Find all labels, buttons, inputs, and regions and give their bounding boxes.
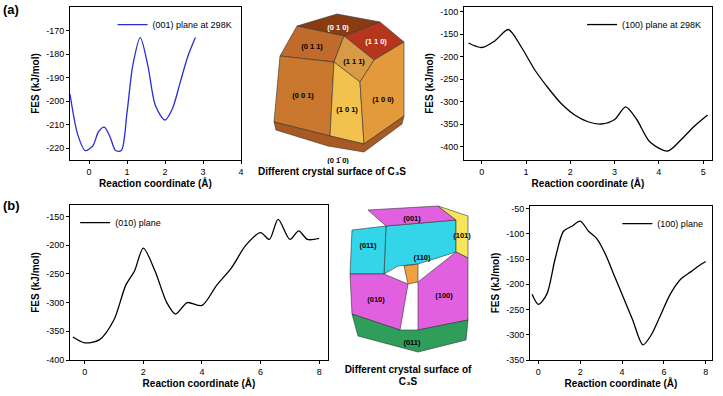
svg-text:(001) plane at 298K: (001) plane at 298K — [153, 20, 232, 30]
svg-text:Reaction coordinate (Å): Reaction coordinate (Å) — [143, 377, 256, 389]
svg-text:(010) plane: (010) plane — [115, 218, 161, 228]
svg-text:-220: -220 — [46, 143, 64, 153]
svg-text:-100: -100 — [440, 7, 458, 17]
svg-text:-300: -300 — [506, 330, 524, 340]
svg-text:(0 1 0): (0 1 0) — [327, 23, 349, 32]
svg-text:(1 0 1): (1 0 1) — [336, 105, 358, 114]
svg-text:(011): (011) — [359, 241, 377, 250]
svg-text:(100) plane: (100) plane — [657, 219, 703, 229]
svg-text:FES (kJ/mol): FES (kJ/mol) — [30, 252, 41, 313]
svg-text:6: 6 — [258, 367, 263, 377]
svg-text:-180: -180 — [46, 49, 64, 59]
svg-text:-200: -200 — [440, 52, 458, 62]
svg-text:-210: -210 — [46, 120, 64, 130]
svg-text:2: 2 — [568, 167, 573, 177]
svg-text:8: 8 — [317, 367, 322, 377]
svg-text:-170: -170 — [46, 26, 64, 36]
svg-text:4: 4 — [656, 167, 661, 177]
svg-text:-150: -150 — [506, 254, 524, 264]
svg-text:0: 0 — [86, 167, 91, 177]
svg-text:2: 2 — [141, 367, 146, 377]
svg-text:-350: -350 — [46, 326, 64, 336]
svg-text:(0 0 1): (0 0 1) — [292, 91, 314, 100]
svg-text:FES (kJ/mol): FES (kJ/mol) — [424, 53, 435, 114]
svg-text:5: 5 — [701, 167, 706, 177]
svg-text:0: 0 — [536, 367, 541, 377]
svg-text:3: 3 — [612, 167, 617, 177]
svg-text:-150: -150 — [46, 212, 64, 222]
svg-text:-250: -250 — [440, 74, 458, 84]
svg-text:FES (kJ/mol): FES (kJ/mol) — [490, 253, 501, 314]
svg-text:1: 1 — [124, 167, 129, 177]
svg-text:Reaction coordinate (Å): Reaction coordinate (Å) — [99, 177, 212, 189]
svg-text:4: 4 — [238, 167, 243, 177]
svg-text:-300: -300 — [440, 97, 458, 107]
svg-text:-190: -190 — [46, 73, 64, 83]
svg-text:-400: -400 — [46, 355, 64, 365]
svg-text:4: 4 — [620, 367, 625, 377]
svg-text:2: 2 — [578, 367, 583, 377]
svg-text:-200: -200 — [506, 279, 524, 289]
svg-text:(011): (011) — [403, 338, 421, 347]
svg-text:6: 6 — [661, 367, 666, 377]
svg-text:(0 1̄ 0): (0 1̄ 0) — [327, 156, 349, 164]
svg-text:2: 2 — [162, 167, 167, 177]
svg-text:8: 8 — [703, 367, 708, 377]
html-text:Different crystal surface of C: Different crystal surface of C₃S — [344, 364, 472, 387]
svg-text:-100: -100 — [506, 229, 524, 239]
svg-text:-150: -150 — [440, 29, 458, 39]
svg-text:(001): (001) — [403, 214, 421, 223]
svg-text:1: 1 — [523, 167, 528, 177]
svg-text:(1 1 0): (1 1 0) — [365, 37, 387, 46]
svg-text:-200: -200 — [46, 240, 64, 250]
svg-text:(101): (101) — [453, 231, 471, 240]
html-text:Different crystal surface of C: Different crystal surface of C₃S — [258, 166, 406, 177]
svg-text:-300: -300 — [46, 298, 64, 308]
svg-text:-400: -400 — [440, 142, 458, 152]
svg-text:(1 1 1): (1 1 1) — [343, 57, 365, 66]
svg-text:-50: -50 — [511, 204, 524, 214]
svg-text:0: 0 — [479, 167, 484, 177]
svg-text:-350: -350 — [506, 355, 524, 365]
svg-text:(100): (100) — [435, 291, 453, 300]
html-text:(a): (a) — [3, 2, 19, 17]
svg-text:(1 0 0): (1 0 0) — [372, 95, 394, 104]
svg-text:-200: -200 — [46, 96, 64, 106]
svg-text:4: 4 — [199, 367, 204, 377]
html-text:(b): (b) — [3, 198, 20, 213]
svg-text:0: 0 — [82, 367, 87, 377]
svg-text:(110): (110) — [413, 253, 431, 262]
svg-text:Reaction coordinate (Å): Reaction coordinate (Å) — [565, 377, 678, 389]
svg-text:Reaction coordinate (Å): Reaction coordinate (Å) — [532, 177, 645, 189]
svg-text:FES (kJ/mol): FES (kJ/mol) — [30, 53, 41, 114]
svg-text:-250: -250 — [46, 269, 64, 279]
svg-text:-250: -250 — [506, 305, 524, 315]
svg-text:(0 1 1): (0 1 1) — [301, 42, 323, 51]
svg-text:-350: -350 — [440, 119, 458, 129]
svg-text:3: 3 — [200, 167, 205, 177]
svg-text:(010): (010) — [367, 295, 385, 304]
svg-text:(100) plane at 298K: (100) plane at 298K — [622, 20, 701, 30]
